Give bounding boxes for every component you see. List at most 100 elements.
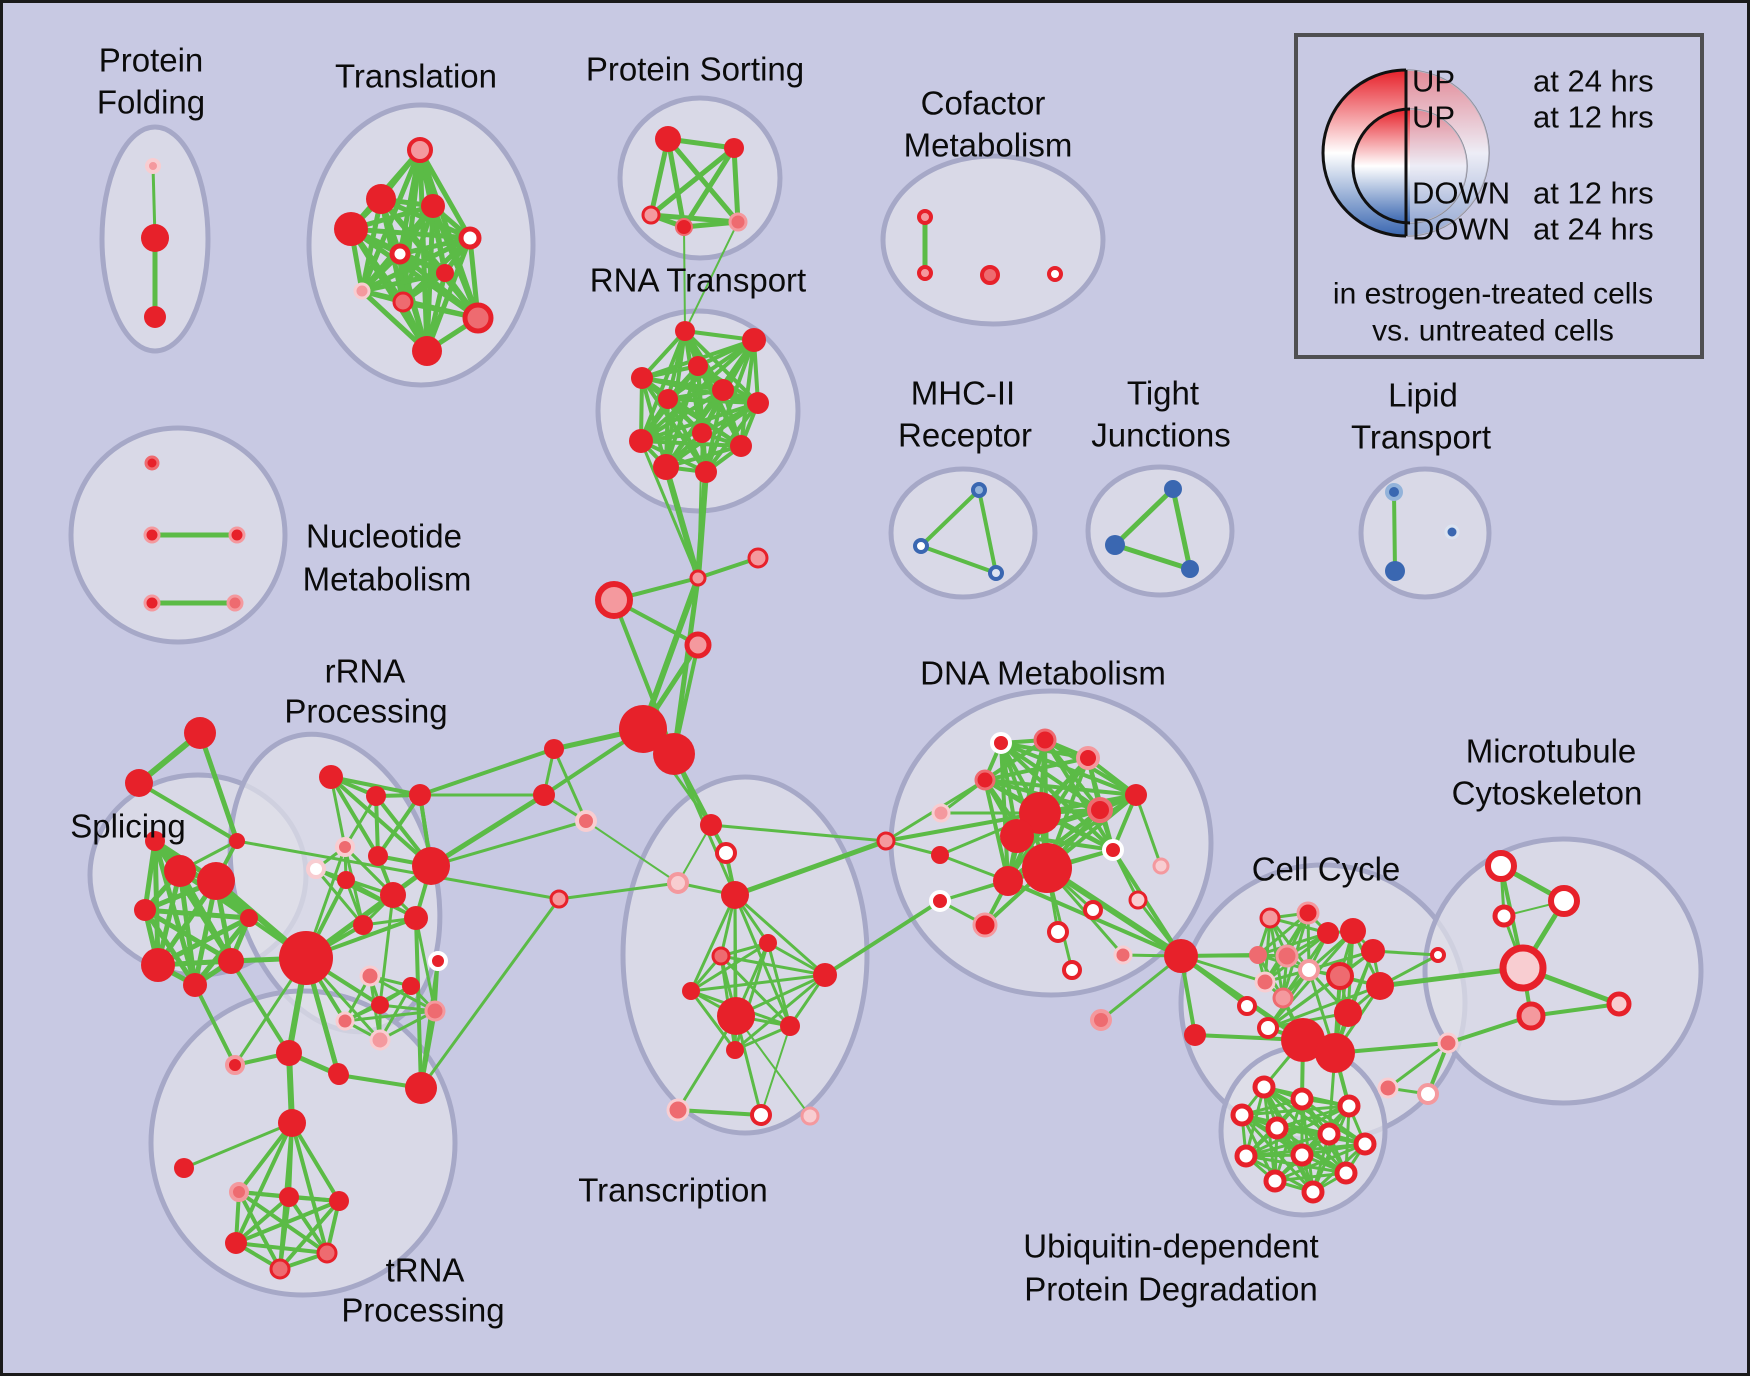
node-lt1 xyxy=(1385,483,1403,501)
edge xyxy=(640,376,708,474)
edge xyxy=(1044,865,1184,959)
node-tr11 xyxy=(412,336,442,366)
cluster-label-rna-transport: RNA Transport xyxy=(590,262,806,299)
node-cc12 xyxy=(1237,996,1257,1016)
edge xyxy=(684,221,739,332)
node-tr6 xyxy=(389,243,411,265)
node-sp6 xyxy=(134,899,156,921)
node-rr12 xyxy=(359,965,381,987)
node-mc3 xyxy=(1492,904,1516,928)
edge xyxy=(419,897,561,1090)
node-mh2 xyxy=(913,538,929,554)
edge xyxy=(137,781,239,843)
node-dn11 xyxy=(1022,843,1072,893)
edge xyxy=(731,145,741,225)
node-ccL xyxy=(1164,939,1198,973)
cluster-label-cell-cycle: Cell Cycle xyxy=(1252,851,1401,888)
edge xyxy=(689,973,827,993)
cluster-label-trna-processing-line1: tRNA xyxy=(386,1252,465,1289)
cluster-label-dna-metabolism: DNA Metabolism xyxy=(920,655,1166,692)
node-rr20 xyxy=(405,1072,437,1104)
edge xyxy=(681,145,737,230)
node-ps1 xyxy=(655,126,681,152)
legend-direction-4: DOWN xyxy=(1412,212,1510,247)
node-hb2 xyxy=(653,733,695,775)
edge xyxy=(1273,1171,1348,1183)
node-tr3 xyxy=(421,194,445,218)
node-ub6 xyxy=(1317,1122,1341,1146)
node-tc8 xyxy=(682,982,700,1000)
edge xyxy=(689,941,770,993)
node-tr7 xyxy=(436,264,454,282)
node-rr14 xyxy=(402,977,420,995)
node-ub2 xyxy=(1290,1087,1314,1111)
edge xyxy=(709,823,888,843)
cluster-label-protein-folding-line2: Folding xyxy=(97,84,205,121)
cluster-label-lipid-transport-line2: Transport xyxy=(1351,419,1491,456)
edge xyxy=(1112,542,1193,572)
node-cc5 xyxy=(1361,939,1385,963)
node-tc9 xyxy=(717,997,755,1035)
node-md8 xyxy=(549,889,569,909)
node-rr4 xyxy=(335,837,355,857)
node-ub3 xyxy=(1337,1094,1361,1118)
node-cf2 xyxy=(917,265,933,281)
node-md2 xyxy=(747,547,769,569)
edge xyxy=(1256,931,1330,957)
cluster-bubble-lipid-transport xyxy=(1358,466,1492,600)
edge xyxy=(1446,1014,1533,1045)
node-tc3 xyxy=(667,872,689,894)
node-cc15 xyxy=(1334,999,1362,1027)
edge xyxy=(378,893,395,1007)
edge xyxy=(552,747,588,823)
edge xyxy=(557,881,680,901)
node-mc8 xyxy=(1437,1032,1459,1054)
node-mc6 xyxy=(1516,1001,1546,1031)
node-rr6 xyxy=(368,846,388,866)
node-tj1 xyxy=(1164,480,1182,498)
edge xyxy=(919,488,981,548)
node-dn17 xyxy=(972,912,998,938)
node-rt8 xyxy=(692,423,712,443)
edge xyxy=(1529,1002,1621,1018)
cluster-label-nucleotide-metabolism-line1: Nucleotide xyxy=(306,518,462,555)
edge xyxy=(368,974,437,1013)
node-tc12 xyxy=(666,1098,690,1122)
node-sp3 xyxy=(229,833,245,849)
cluster-label-translation: Translation xyxy=(335,58,497,95)
node-tp2 xyxy=(279,1187,299,1207)
legend-direction-3: DOWN xyxy=(1412,176,1510,211)
edge xyxy=(290,1121,329,1255)
node-rr10 xyxy=(404,906,428,930)
cluster-label-transcription: Transcription xyxy=(578,1172,768,1209)
node-dn16 xyxy=(1128,890,1148,910)
node-tn3 xyxy=(329,1065,349,1085)
node-dn2 xyxy=(990,732,1012,754)
legend-direction-1: UP xyxy=(1412,64,1455,99)
node-sp5 xyxy=(197,862,235,900)
cluster-bubble-tight-junctions xyxy=(1085,464,1235,598)
node-rr3 xyxy=(409,784,431,806)
edge xyxy=(733,973,827,1052)
edge xyxy=(376,793,422,858)
node-rt5 xyxy=(712,379,734,401)
node-cf1 xyxy=(917,209,933,225)
cluster-bubble-transcription xyxy=(620,774,870,1136)
edge xyxy=(234,1199,341,1245)
node-cc9 xyxy=(1326,962,1354,990)
node-dn3 xyxy=(1033,728,1057,752)
node-rt3 xyxy=(688,356,708,376)
node-lt3 xyxy=(1385,561,1405,581)
node-md6 xyxy=(533,784,555,806)
edge xyxy=(429,819,588,868)
node-tr1 xyxy=(407,137,433,163)
edge xyxy=(1244,1132,1331,1158)
cluster-label-protein-folding-line1: Protein xyxy=(99,42,204,79)
edge xyxy=(676,1108,763,1117)
node-ub7 xyxy=(1353,1132,1377,1156)
cluster-label-microtubule-cytoskeleton-line2: Cytoskeleton xyxy=(1452,775,1643,812)
nodes-layer xyxy=(125,126,1632,1280)
node-rr18 xyxy=(369,1029,391,1051)
edge xyxy=(177,868,198,988)
